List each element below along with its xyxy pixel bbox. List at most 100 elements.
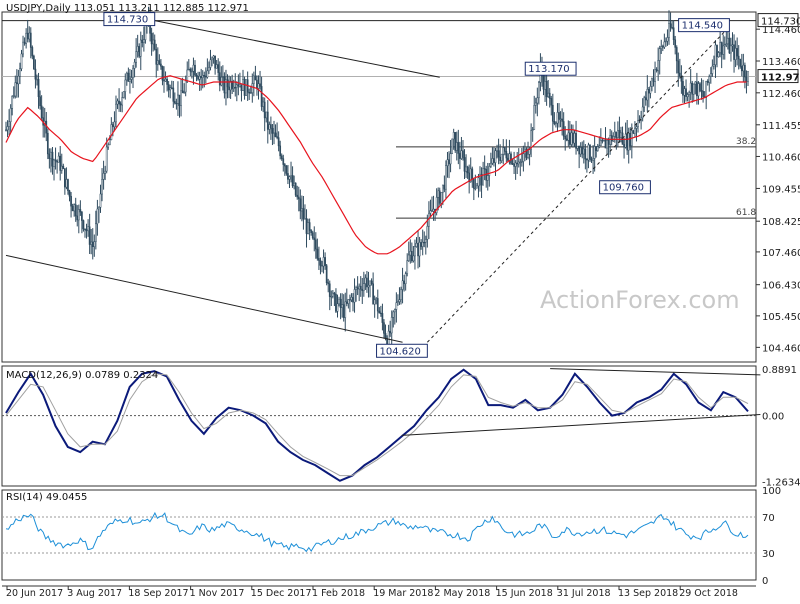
candle-body [102, 173, 105, 180]
annotation-box [103, 12, 156, 27]
candle-body [545, 81, 548, 97]
candle-body [683, 88, 686, 96]
candle-body [634, 128, 636, 134]
x-tick-label: 20 Jun 2017 [6, 588, 63, 599]
candle-body [637, 120, 639, 127]
candle-body [26, 32, 29, 40]
candle-body [229, 80, 232, 91]
candle-body [531, 129, 534, 131]
candle-body [744, 64, 746, 78]
candle-body [101, 179, 103, 195]
candle-body [426, 226, 429, 240]
candle-body [576, 145, 579, 149]
moving-average-line [5, 75, 747, 255]
candle-body [420, 242, 422, 247]
candle-body [299, 198, 302, 212]
candle-body [107, 144, 110, 148]
candle-body [665, 40, 667, 43]
candle-body [400, 289, 402, 300]
candle-body [169, 87, 172, 91]
candle-body [235, 84, 238, 88]
candle-body [296, 194, 299, 198]
candle-body [692, 83, 695, 95]
candle-body [161, 65, 164, 81]
candle-body [81, 211, 83, 221]
candle-body [104, 170, 106, 174]
candle-body [223, 76, 226, 94]
candle-body [406, 260, 409, 274]
price-y-tick-label: 110.460 [762, 152, 800, 163]
x-tick-label: 1 Nov 2017 [190, 588, 245, 599]
candle-body [714, 44, 717, 65]
annotation-box [678, 18, 730, 33]
candle-body [76, 215, 79, 221]
x-tick-label: 29 Oct 2018 [679, 588, 738, 599]
candle-body [454, 132, 457, 151]
candle-body [283, 164, 286, 167]
candle-body [586, 158, 588, 161]
candle-body [115, 103, 117, 123]
candle-body [607, 140, 610, 145]
candle-body [708, 76, 711, 83]
candle-body [395, 302, 398, 310]
candle-body [268, 124, 271, 130]
price-y-tick-label: 104.460 [762, 343, 800, 354]
candle-body [669, 23, 672, 28]
candle-body [415, 242, 418, 247]
candle-body [208, 67, 210, 72]
candle-body [132, 68, 134, 78]
candle-body [263, 101, 266, 119]
candle-body [153, 39, 156, 50]
candle-body [79, 209, 82, 213]
candle-body [393, 309, 396, 313]
candle-body [468, 172, 471, 183]
candle-body [421, 241, 424, 247]
candle-body [632, 130, 635, 134]
candle-body [510, 153, 512, 164]
candle-body [593, 146, 596, 159]
candle-body [203, 75, 206, 77]
candle-body [88, 226, 91, 245]
candle-body [113, 121, 116, 128]
candle-body [623, 144, 625, 148]
candle-body [463, 157, 466, 172]
candle-body [542, 75, 545, 90]
candle-body [355, 287, 357, 290]
candle-body [431, 210, 433, 212]
candle-body [265, 111, 268, 119]
candle-body [596, 146, 599, 151]
candle-body [465, 166, 467, 172]
candle-body [129, 79, 131, 82]
x-tick-label: 19 Mar 2018 [373, 588, 433, 599]
candle-body [651, 78, 653, 87]
candle-body [112, 124, 114, 128]
candle-body [206, 70, 209, 78]
candle-body [705, 81, 708, 98]
candle-body [34, 68, 37, 80]
candle-body [239, 84, 241, 87]
candle-body [418, 242, 421, 257]
candle-body [150, 33, 153, 45]
candle-body [562, 121, 565, 137]
candle-body [25, 32, 27, 44]
candle-body [417, 242, 419, 257]
candle-body [731, 44, 734, 47]
candle-body [682, 81, 684, 96]
chart-title: USDJPY,Daily 113.051 113.211 112.885 112… [6, 3, 249, 14]
candle-body [569, 132, 571, 145]
candle-body [392, 311, 395, 318]
candle-body [643, 97, 646, 108]
rsi-panel-frame [1, 489, 757, 581]
candle-body [527, 154, 529, 158]
candle-body [700, 90, 703, 92]
candle-body [411, 250, 413, 262]
candle-body [186, 69, 189, 82]
candle-body [490, 162, 492, 167]
macd-signal-line [5, 373, 749, 477]
candle-body [480, 173, 483, 186]
candle-body [513, 163, 515, 167]
candle-body [685, 88, 687, 97]
candle-body [483, 168, 486, 170]
